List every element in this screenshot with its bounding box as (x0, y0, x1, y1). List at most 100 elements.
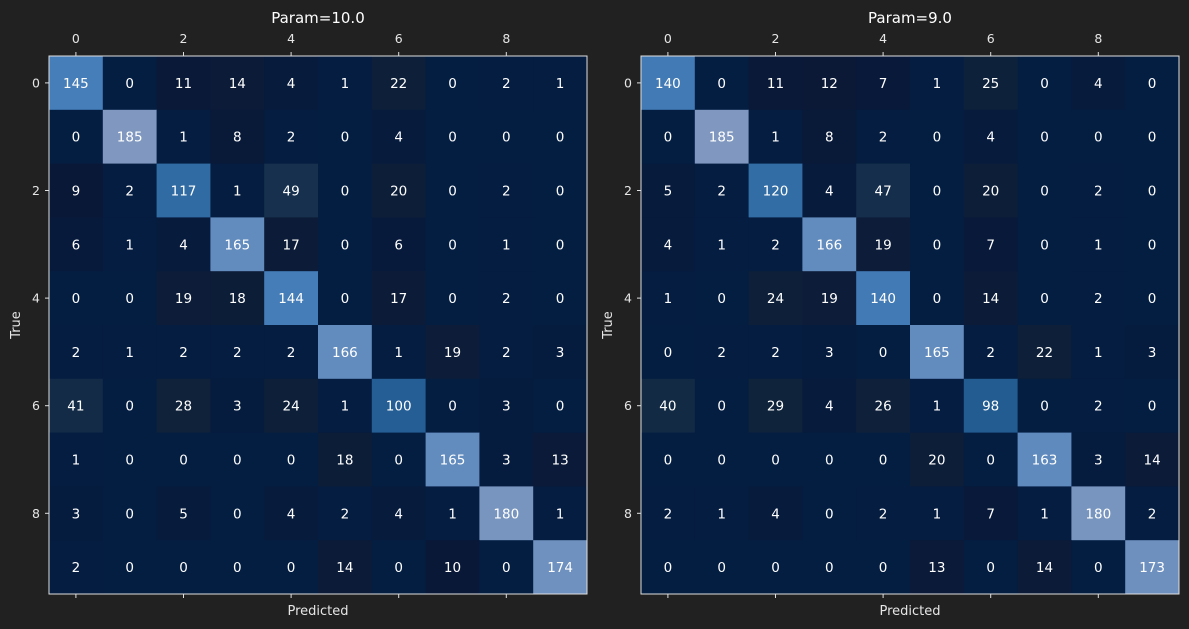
heatmap-cell (802, 378, 857, 434)
cell-value-label: 0 (1148, 237, 1157, 253)
cell-value-label: 3 (233, 399, 242, 415)
cell-value-label: 1 (125, 345, 134, 361)
cell-value-label: 0 (717, 399, 726, 415)
cell-value-label: 0 (879, 453, 888, 469)
cell-value-label: 0 (448, 76, 457, 92)
cell-value-label: 0 (556, 130, 565, 146)
heatmap-cell (748, 271, 803, 326)
heatmap-cell (1125, 486, 1180, 541)
cell-value-label: 1 (72, 453, 81, 469)
cell-value-label: 0 (179, 453, 188, 469)
heatmap-cell (856, 217, 911, 272)
cell-value-label: 0 (448, 130, 457, 146)
heatmap-cell (1017, 163, 1072, 218)
cell-value-label: 2 (502, 345, 511, 361)
cell-value-label: 19 (444, 345, 461, 361)
heatmap-cell (210, 378, 265, 434)
heatmap-cell (425, 378, 480, 434)
heatmap-cell (1071, 109, 1126, 165)
heatmap-cell (641, 109, 696, 165)
heatmap-cell (156, 217, 211, 272)
cell-value-label: 0 (664, 453, 673, 469)
cell-value-label: 7 (879, 76, 888, 92)
cell-value-label: 3 (825, 345, 834, 361)
heatmap-cell (479, 56, 534, 111)
heatmap-cell (49, 271, 104, 326)
cell-value-label: 10 (444, 560, 461, 576)
cell-value-label: 13 (552, 453, 569, 469)
heatmap-cell (694, 432, 750, 487)
heatmap-cell (1017, 378, 1072, 434)
cell-value-label: 2 (664, 506, 673, 522)
heatmap-cell (1125, 271, 1180, 326)
heatmap-cell (533, 271, 588, 326)
cell-value-label: 166 (816, 237, 842, 253)
cell-value-label: 5 (179, 506, 188, 522)
cell-value-label: 4 (287, 506, 296, 522)
heatmap-cell (533, 163, 588, 218)
cell-value-label: 2 (879, 506, 888, 522)
heatmap-cell (479, 432, 534, 487)
cell-value-label: 165 (224, 237, 250, 253)
heatmap-cell (910, 109, 965, 165)
cell-value-label: 0 (1148, 130, 1157, 146)
heatmap-cell (1071, 486, 1126, 541)
heatmap-cell (1017, 56, 1072, 111)
cell-value-label: 0 (664, 345, 673, 361)
heatmap-cell (533, 378, 588, 434)
heatmap-cell (802, 486, 857, 541)
heatmap-cell (748, 432, 803, 487)
heatmap-cell (479, 378, 534, 434)
y-tick-label: 6 (32, 398, 40, 413)
cell-value-label: 19 (875, 237, 892, 253)
cell-value-label: 41 (67, 399, 84, 415)
heatmap-cell (1017, 432, 1072, 487)
heatmap-cell (479, 217, 534, 272)
cell-value-label: 0 (664, 130, 673, 146)
cell-value-label: 165 (440, 453, 466, 469)
cell-value-label: 1 (341, 399, 350, 415)
cell-value-label: 0 (1040, 130, 1049, 146)
cell-value-label: 4 (825, 184, 834, 200)
heatmap-cell (102, 486, 158, 541)
heatmap-cell (264, 432, 319, 487)
heatmap-cell (318, 325, 373, 380)
heatmap-cell (641, 540, 696, 595)
y-axis-label: True (601, 311, 616, 340)
heatmap-cell (479, 163, 534, 218)
cell-value-label: 0 (448, 184, 457, 200)
heatmap-cell (963, 432, 1019, 487)
heatmap-cell (963, 325, 1019, 380)
heatmap-cell (49, 432, 104, 487)
cell-value-label: 0 (879, 345, 888, 361)
x-tick-label: 0 (72, 31, 80, 46)
heatmap-cell (641, 378, 696, 434)
heatmap-cell (102, 109, 158, 165)
cell-value-label: 9 (72, 184, 81, 200)
cell-value-label: 166 (332, 345, 358, 361)
heatmap-cell (49, 540, 104, 595)
cell-value-label: 24 (283, 399, 300, 415)
heatmap-cell (479, 540, 534, 595)
heatmap-cell (1071, 540, 1126, 595)
cell-value-label: 3 (502, 453, 511, 469)
x-axis-label: Predicted (879, 604, 940, 619)
cell-value-label: 120 (763, 184, 789, 200)
heatmap-cell (264, 271, 319, 326)
cell-value-label: 1 (125, 237, 134, 253)
heatmap-cell (156, 432, 211, 487)
cell-value-label: 4 (664, 237, 673, 253)
y-tick-label: 0 (624, 75, 632, 90)
heatmap-cell (533, 56, 588, 111)
cell-value-label: 0 (125, 399, 134, 415)
heatmap-cell (156, 56, 211, 111)
heatmap-cell (264, 217, 319, 272)
heatmap-cell (748, 325, 803, 380)
cell-value-label: 22 (1036, 345, 1053, 361)
heatmap-cell (748, 163, 803, 218)
cell-value-label: 0 (448, 237, 457, 253)
heatmap-cell (102, 163, 158, 218)
cell-value-label: 1 (341, 76, 350, 92)
cell-value-label: 49 (283, 184, 300, 200)
